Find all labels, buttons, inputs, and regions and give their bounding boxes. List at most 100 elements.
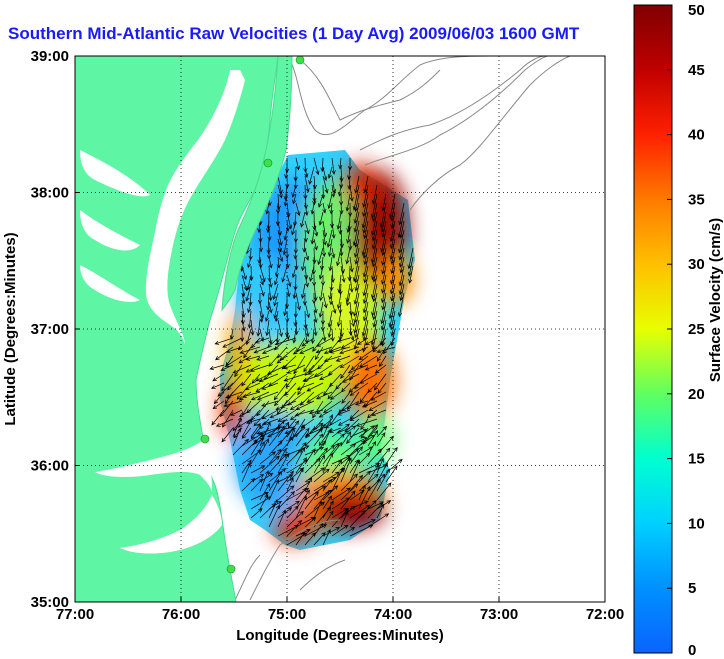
velocity-arrow <box>321 238 327 258</box>
velocity-arrow <box>250 492 269 501</box>
velocity-arrow <box>277 509 286 528</box>
velocity-arrow <box>209 364 225 371</box>
velocity-arrow <box>297 382 306 396</box>
velocity-arrow <box>362 184 369 208</box>
colorbar-tick-label: 20 <box>688 386 705 403</box>
velocity-arrow <box>327 364 342 375</box>
colorbar-tick-label: 35 <box>688 191 705 208</box>
velocity-arrow <box>259 274 264 286</box>
velocity-arrow <box>267 364 288 375</box>
colorbar-tick-label: 15 <box>688 451 705 468</box>
bathymetry-contours <box>234 56 571 601</box>
velocity-arrow <box>354 229 360 248</box>
velocity-arrow <box>310 328 315 345</box>
velocity-arrow <box>295 531 305 546</box>
velocity-arrow <box>257 220 262 233</box>
velocity-arrow <box>286 510 304 528</box>
velocity-arrow <box>312 247 317 265</box>
velocity-arrow <box>304 485 327 501</box>
velocity-arrow <box>349 504 371 519</box>
velocity-arrow <box>241 462 251 483</box>
velocity-arrow <box>324 418 342 429</box>
velocity-arrow <box>327 319 333 339</box>
velocity-arrow <box>390 319 396 337</box>
velocity-arrow <box>318 193 324 208</box>
velocity-arrow <box>304 175 310 193</box>
velocity-arrow <box>349 510 366 528</box>
station-marker <box>200 434 210 444</box>
velocity-arrow <box>259 483 271 501</box>
velocity-arrow <box>341 391 351 404</box>
colorbar <box>633 4 673 654</box>
velocity-arrow <box>251 373 261 384</box>
velocity-arrow <box>241 459 252 474</box>
velocity-arrow <box>340 443 357 456</box>
velocity-arrow <box>223 400 243 408</box>
velocity-arrow <box>313 220 319 237</box>
velocity-arrow <box>319 373 333 380</box>
velocity-arrow <box>398 274 405 296</box>
velocity-arrow <box>250 465 266 474</box>
velocity-arrow <box>329 346 351 354</box>
velocity-arrow <box>337 184 342 197</box>
velocity-arrow <box>370 211 378 236</box>
velocity-arrow <box>329 391 342 400</box>
velocity-arrow <box>261 409 279 420</box>
velocity-arrow <box>408 265 414 284</box>
velocity-arrow <box>282 238 288 256</box>
velocity-arrow <box>304 491 319 510</box>
velocity-arrow <box>338 301 343 314</box>
velocity-arrow <box>352 292 360 317</box>
velocity-arrow <box>338 220 343 235</box>
velocity-arrow <box>331 301 337 314</box>
velocity-arrow <box>304 274 309 288</box>
velocity-arrow <box>378 355 387 368</box>
velocity-arrow <box>362 211 369 234</box>
velocity-arrow <box>301 256 306 272</box>
velocity-arrow <box>244 382 261 390</box>
velocity-arrow <box>366 409 378 419</box>
velocity-arrow <box>286 505 299 519</box>
velocity-arrow <box>215 418 234 427</box>
velocity-arrow <box>295 424 306 438</box>
velocity-arrow <box>340 473 358 492</box>
velocity-arrow <box>367 430 379 447</box>
velocity-arrow <box>268 256 273 269</box>
velocity-arrow <box>356 337 369 345</box>
velocity-arrow <box>407 256 414 277</box>
velocity-arrow <box>364 337 378 346</box>
velocity-arrow <box>299 391 315 406</box>
chesapeake-bay <box>145 70 245 345</box>
velocity-arrow <box>349 429 368 438</box>
velocity-arrow <box>329 202 334 215</box>
velocity-arrow <box>340 490 356 510</box>
velocity-arrow <box>286 445 310 456</box>
velocity-arrow <box>373 373 387 391</box>
velocity-arrow <box>238 409 252 417</box>
velocity-arrow <box>340 448 360 465</box>
velocity-arrow <box>358 499 377 519</box>
velocity-arrow <box>240 328 245 343</box>
velocity-arrow <box>328 256 333 272</box>
station-marker <box>263 158 273 168</box>
velocity-arrow <box>322 471 340 483</box>
delmarva-coast <box>221 56 293 312</box>
velocity-arrow <box>340 457 352 483</box>
colorbar-tick-label: 5 <box>688 580 696 597</box>
velocity-arrow <box>286 283 291 298</box>
velocity-arrow <box>286 211 293 230</box>
velocity-arrow <box>247 256 252 269</box>
velocity-arrow <box>253 409 270 427</box>
velocity-arrow <box>295 457 307 474</box>
velocity-arrow <box>390 328 396 347</box>
velocity-arrow <box>274 310 279 323</box>
velocity-arrow <box>289 400 306 411</box>
velocity-arrow <box>275 211 280 227</box>
velocity-arrow <box>273 391 288 407</box>
velocity-arrow <box>316 337 333 347</box>
velocity-arrow <box>376 503 385 519</box>
velocity-arrow <box>358 485 371 510</box>
grid-lines <box>75 56 605 602</box>
velocity-arrow <box>222 337 243 348</box>
